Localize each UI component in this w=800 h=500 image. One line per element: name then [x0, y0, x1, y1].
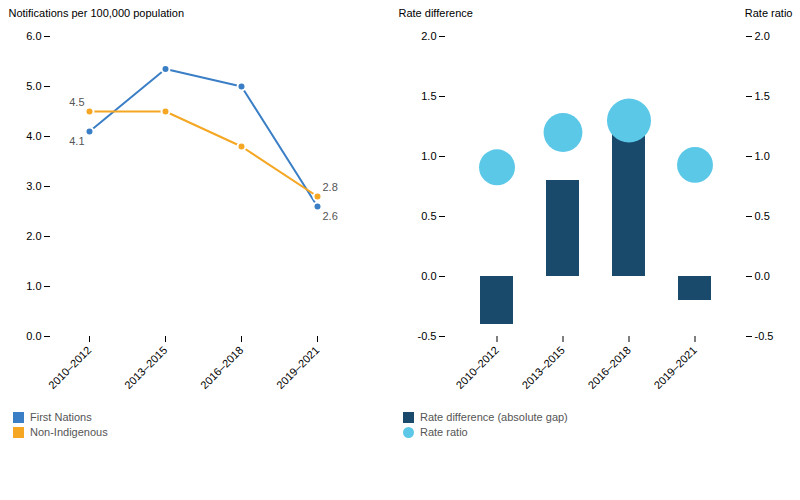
- html-text:First Nations: First Nations: [30, 411, 92, 423]
- svg-text:2010–2012: 2010–2012: [46, 344, 93, 391]
- svg-text:2016–2018: 2016–2018: [198, 344, 245, 391]
- svg-text:0.5: 0.5: [755, 210, 770, 222]
- svg-text:0.0: 0.0: [26, 330, 41, 342]
- svg-text:1.0: 1.0: [421, 150, 436, 162]
- html-text:Non-Indigenous: Non-Indigenous: [30, 426, 108, 438]
- html-text:Rate difference (absolute gap): Rate difference (absolute gap): [420, 411, 568, 423]
- svg-text:4.0: 4.0: [26, 130, 41, 142]
- svg-text:1.0: 1.0: [755, 150, 770, 162]
- svg-text:2.0: 2.0: [26, 230, 41, 242]
- svg-text:5.0: 5.0: [26, 80, 41, 92]
- html-text:Rate ratio: Rate ratio: [420, 426, 468, 438]
- svg-text:-0.5: -0.5: [755, 330, 774, 342]
- svg-text:1.5: 1.5: [755, 90, 770, 102]
- svg-text:0.5: 0.5: [421, 210, 436, 222]
- svg-text:2.0: 2.0: [421, 30, 436, 42]
- svg-text:2013–2015: 2013–2015: [122, 344, 169, 391]
- svg-text:1.5: 1.5: [421, 90, 436, 102]
- svg-text:-0.5: -0.5: [418, 330, 437, 342]
- svg-text:2.8: 2.8: [323, 181, 338, 193]
- svg-text:2016–2018: 2016–2018: [585, 344, 632, 391]
- svg-text:0.0: 0.0: [755, 270, 770, 282]
- svg-text:2013–2015: 2013–2015: [519, 344, 566, 391]
- svg-text:2.6: 2.6: [323, 210, 338, 222]
- svg-text:1.0: 1.0: [26, 280, 41, 292]
- svg-text:4.1: 4.1: [69, 135, 84, 147]
- svg-text:2019–2021: 2019–2021: [651, 344, 698, 391]
- svg-text:6.0: 6.0: [26, 30, 41, 42]
- svg-text:2.0: 2.0: [755, 30, 770, 42]
- svg-text:2019–2021: 2019–2021: [274, 344, 321, 391]
- svg-text:Notifications per 100,000 popu: Notifications per 100,000 population: [9, 7, 185, 19]
- svg-text:Rate difference: Rate difference: [399, 7, 473, 19]
- svg-text:0.0: 0.0: [421, 270, 436, 282]
- svg-text:Rate ratio: Rate ratio: [745, 7, 793, 19]
- svg-text:4.5: 4.5: [69, 96, 84, 108]
- svg-text:3.0: 3.0: [26, 180, 41, 192]
- svg-text:2010–2012: 2010–2012: [453, 344, 500, 391]
